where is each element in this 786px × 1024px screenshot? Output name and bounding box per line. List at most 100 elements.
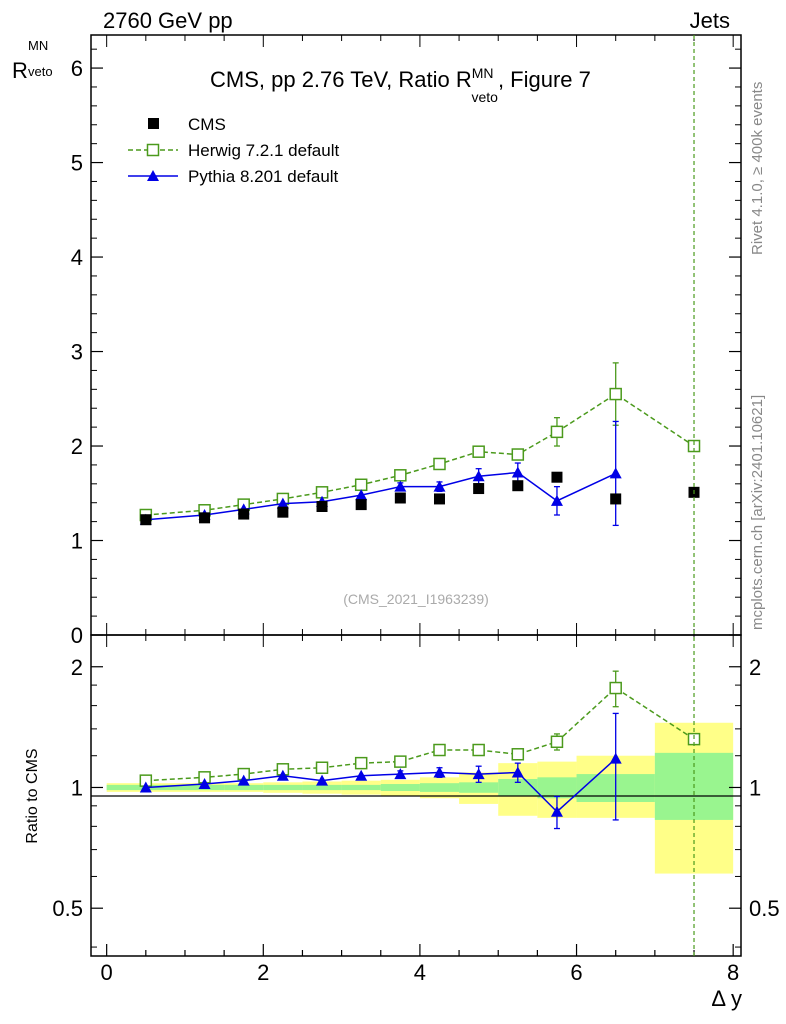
ratio-pythia-point xyxy=(276,769,289,781)
ratio-pythia-point xyxy=(394,768,407,780)
main-cms-point xyxy=(473,483,485,495)
main-cms-point xyxy=(199,512,211,524)
ratio-herwig-point xyxy=(609,681,622,695)
main-herwig-point xyxy=(511,448,525,461)
legend-label-pythia: Pythia 8.201 default xyxy=(188,167,339,186)
ratio-pythia-point xyxy=(609,752,622,764)
ratio-stat-uncertainty-band xyxy=(224,784,264,791)
main-y-label-sup: MN xyxy=(28,38,48,53)
ratio-stat-uncertainty-band xyxy=(380,784,420,791)
legend-marker-herwig xyxy=(146,143,160,157)
ratio-herwig-point xyxy=(511,748,525,761)
ratio-pythia-point xyxy=(198,778,211,790)
ratio-herwig-point xyxy=(394,755,407,768)
main-title: CMS, pp 2.76 TeV, Ratio RMN veto, Figure … xyxy=(210,65,591,105)
main-pythia-point xyxy=(511,466,524,478)
x-tick-label: 0 xyxy=(101,960,113,985)
ratio-pythia-point xyxy=(355,769,368,781)
ratio-uncertainty-bands xyxy=(106,722,734,874)
main-series xyxy=(139,362,701,527)
ratio-y-tick-label-left: 2 xyxy=(71,655,83,680)
ratio-y-tick-label-left: 1 xyxy=(71,775,83,800)
ratio-pythia-line xyxy=(145,758,617,813)
main-pythia-point xyxy=(609,467,622,479)
main-herwig-point xyxy=(609,387,622,401)
main-cms-point xyxy=(610,493,622,505)
ratio-panel: 0.5 0.5 1 1 2 2 Ratio to CMS 0 2 4 6 8 Δ y xyxy=(24,634,780,1011)
ratio-pythia-point xyxy=(433,766,446,778)
main-title-superscript: MN xyxy=(472,65,494,81)
ratio-pythia-point xyxy=(511,766,524,778)
main-pythia-line xyxy=(145,471,617,521)
main-cms-point xyxy=(316,500,328,512)
main-herwig-point xyxy=(472,445,485,458)
ratio-y-tick-label-right: 0.5 xyxy=(749,896,780,921)
ratio-y-tick-label-right: 2 xyxy=(749,655,761,680)
ratio-stat-uncertainty-band xyxy=(537,777,577,799)
analysis-watermark: (CMS_2021_I1963239) xyxy=(343,591,489,607)
ratio-stat-uncertainty-band xyxy=(302,784,342,791)
ratio-y-ticks: 0.5 0.5 1 1 2 2 xyxy=(52,655,780,948)
main-y-tick-label: 4 xyxy=(71,245,83,270)
x-tick-label: 6 xyxy=(570,960,582,985)
main-herwig-point xyxy=(433,457,446,471)
main-pythia-point xyxy=(550,494,563,506)
ratio-herwig-point xyxy=(354,756,368,770)
main-herwig-point xyxy=(394,469,407,482)
ratio-y-label: Ratio to CMS xyxy=(24,748,41,843)
main-y-tick-label: 5 xyxy=(71,151,83,176)
main-herwig-point xyxy=(354,478,368,492)
ratio-y-tick-label-right: 1 xyxy=(749,775,761,800)
x-tick-label: 4 xyxy=(414,960,426,985)
ratio-stat-uncertainty-band xyxy=(419,783,460,792)
legend-label-cms: CMS xyxy=(188,115,226,134)
main-pythia-point xyxy=(276,497,289,509)
main-y-tick-label: 0 xyxy=(71,623,83,648)
ratio-frame xyxy=(90,634,742,957)
ratio-pythia-point xyxy=(237,774,250,786)
ratio-pythia-point xyxy=(316,774,329,786)
x-axis-label: Δ y xyxy=(711,986,742,1011)
x-ticks: 0 2 4 6 8 xyxy=(101,635,739,985)
main-pythia-point xyxy=(472,470,485,482)
main-cms-point xyxy=(551,471,563,483)
main-y-tick-label: 2 xyxy=(71,434,83,459)
legend-label-herwig: Herwig 7.2.1 default xyxy=(188,141,339,160)
main-pythia-point xyxy=(433,480,446,492)
ratio-pythia-point xyxy=(139,781,152,793)
main-pythia-point xyxy=(394,480,407,492)
main-title-suffix: , Figure 7 xyxy=(498,67,591,92)
rivet-version-label: Rivet 4.1.0, ≥ 400k events xyxy=(749,82,766,255)
main-cms-point xyxy=(277,506,289,518)
main-cms-point xyxy=(140,514,152,526)
ratio-y-tick-label-left: 0.5 xyxy=(52,896,83,921)
ratio-stat-uncertainty-band xyxy=(341,784,381,791)
mcplots-label: mcplots.cern.ch [arXiv:2401.10621] xyxy=(749,395,766,630)
ratio-herwig-point xyxy=(550,735,564,749)
main-y-label-sub: veto xyxy=(28,64,53,79)
header-process-label: Jets xyxy=(690,8,730,33)
ratio-stat-uncertainty-band xyxy=(263,784,303,791)
legend-marker-pythia xyxy=(147,170,159,181)
ratio-pythia-point xyxy=(472,768,485,780)
main-y-tick-label: 3 xyxy=(71,340,83,365)
main-title-subscript: veto xyxy=(471,89,498,105)
x-tick-label: 2 xyxy=(257,960,269,985)
main-cms-point xyxy=(355,499,367,511)
ratio-herwig-point xyxy=(315,761,329,774)
legend-marker-cms xyxy=(148,118,159,129)
ratio-series xyxy=(139,670,701,830)
ratio-stat-uncertainty-band xyxy=(459,782,499,793)
header-energy-label: 2760 GeV pp xyxy=(103,8,233,33)
main-y-label: R MN veto xyxy=(12,38,53,83)
x-tick-label: 8 xyxy=(727,960,739,985)
ratio-herwig-point xyxy=(433,743,446,757)
main-y-label-letter: R xyxy=(12,58,28,83)
main-pythia-point xyxy=(355,489,368,501)
main-y-tick-label: 1 xyxy=(71,529,83,554)
main-cms-point xyxy=(433,493,445,505)
main-cms-point xyxy=(394,492,406,504)
ratio-herwig-point xyxy=(472,743,485,757)
